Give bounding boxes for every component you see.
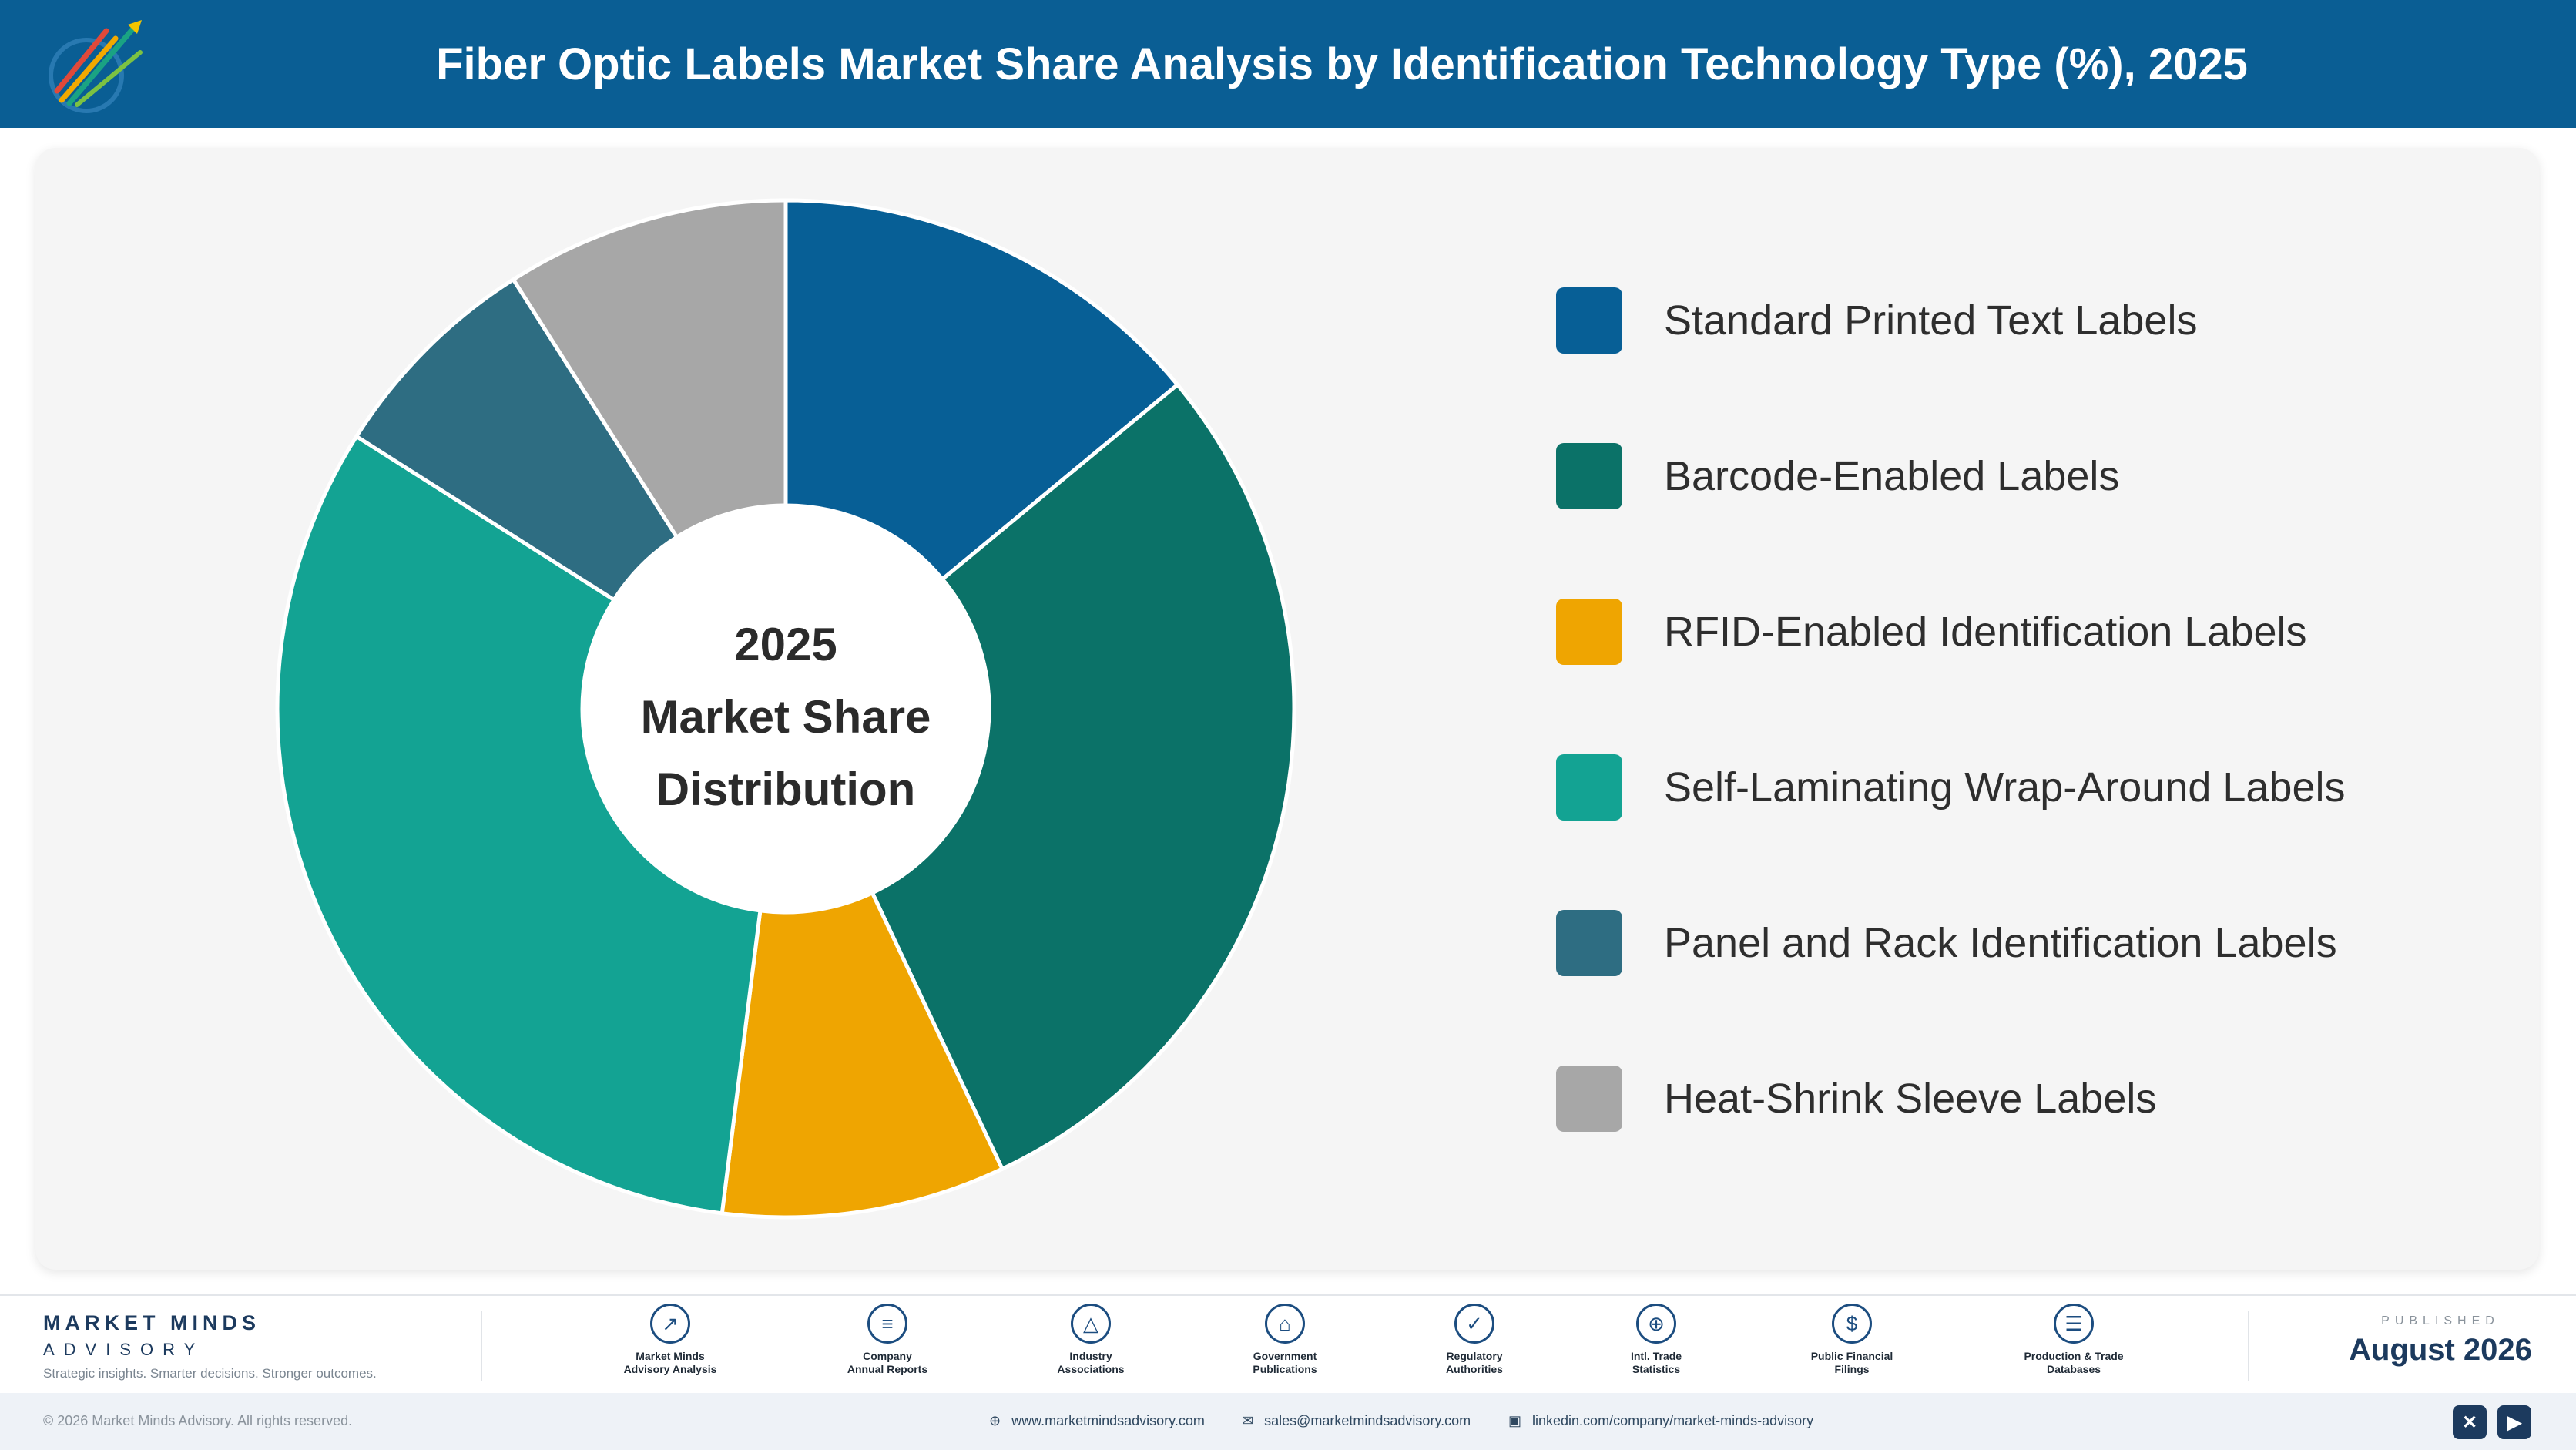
legend-swatch <box>1556 287 1622 354</box>
source-label-line2: Databases <box>2046 1363 2101 1375</box>
source-company-reports: ≡ Company Annual Reports <box>803 1304 972 1376</box>
legend-item-standard-printed: Standard Printed Text Labels <box>1556 287 2480 354</box>
center-label-line3: Distribution <box>656 764 916 815</box>
document-icon: ≡ <box>867 1304 907 1344</box>
brand-sub: ADVISORY <box>43 1340 205 1359</box>
government-building-icon: ⌂ <box>1265 1304 1305 1344</box>
source-label-line1: Regulatory <box>1446 1350 1503 1362</box>
globe-icon: ⊕ <box>989 1413 1001 1428</box>
donut-hole <box>582 505 989 912</box>
source-financial-filings: $ Public Financial Filings <box>1767 1304 1937 1376</box>
linkedin-text[interactable]: linkedin.com/company/market-minds-adviso… <box>1532 1413 1814 1428</box>
email-text[interactable]: sales@marketmindsadvisory.com <box>1264 1413 1471 1428</box>
source-label-line2: Authorities <box>1446 1363 1503 1375</box>
globe-icon: ⊕ <box>1636 1304 1676 1344</box>
copyright-text: © 2026 Market Minds Advisory. All rights… <box>43 1413 353 1428</box>
legend-item-self-laminating: Self-Laminating Wrap-Around Labels <box>1556 754 2480 821</box>
source-label-line2: Statistics <box>1632 1363 1681 1375</box>
legend-item-panel-rack: Panel and Rack Identification Labels <box>1556 909 2480 977</box>
source-label-line1: Company <box>863 1350 912 1362</box>
legend-label: Panel and Rack Identification Labels <box>1664 920 2337 966</box>
legend-swatch <box>1556 754 1622 821</box>
youtube-icon[interactable]: ▶ <box>2497 1405 2531 1439</box>
source-label-line2: Annual Reports <box>847 1363 928 1375</box>
footer-contact-bar: © 2026 Market Minds Advisory. All rights… <box>0 1393 2576 1450</box>
dollar-coin-icon: $ <box>1832 1304 1872 1344</box>
chart-title: Fiber Optic Labels Market Share Analysis… <box>436 39 2248 89</box>
center-label-year: 2025 <box>734 619 837 670</box>
database-icon: ☰ <box>2054 1304 2094 1344</box>
legend-label: RFID-Enabled Identification Labels <box>1664 609 2307 655</box>
footer-divider <box>481 1311 482 1381</box>
trend-chart-icon: ↗ <box>650 1304 690 1344</box>
footer-brand: MARKET MINDS ADVISORY Strategic insights… <box>43 1311 377 1381</box>
source-regulatory: ✓ Regulatory Authorities <box>1390 1304 1559 1376</box>
legend-label: Heat-Shrink Sleeve Labels <box>1664 1076 2157 1122</box>
published-label: PUBLISHED <box>2381 1314 2500 1327</box>
legend-item-heat-shrink: Heat-Shrink Sleeve Labels <box>1556 1065 2480 1133</box>
linkedin-link[interactable]: ▣ linkedin.com/company/market-minds-advi… <box>1508 1413 1813 1429</box>
donut-slice-heat-shrink-sleeve-labels <box>510 198 788 540</box>
company-logo <box>49 20 143 113</box>
source-label-line2: Associations <box>1057 1363 1125 1375</box>
brand-name: MARKET MINDS <box>43 1311 260 1334</box>
source-label-line1: Production & Trade <box>2024 1350 2124 1362</box>
legend-swatch <box>1556 443 1622 509</box>
legend-swatch <box>1556 599 1622 665</box>
source-industry-associations: △ Industry Associations <box>1006 1304 1176 1376</box>
source-market-minds: ↗ Market Minds Advisory Analysis <box>585 1304 755 1376</box>
network-icon: △ <box>1071 1304 1111 1344</box>
x-icon[interactable]: ✕ <box>2453 1405 2487 1439</box>
source-label-line1: Market Minds <box>636 1350 705 1362</box>
linkedin-icon: ▣ <box>1508 1413 1522 1428</box>
header-bar: Fiber Optic Labels Market Share Analysis… <box>0 0 2576 128</box>
source-label-line1: Industry <box>1069 1350 1112 1362</box>
source-label-line2: Publications <box>1253 1363 1317 1375</box>
published-block: PUBLISHED August 2026 <box>2348 1314 2533 1368</box>
source-label-line1: Public Financial <box>1810 1350 1893 1362</box>
website-link[interactable]: ⊕ www.marketmindsadvisory.com <box>989 1413 1205 1429</box>
source-label-line1: Intl. Trade <box>1630 1350 1682 1362</box>
legend-label: Barcode-Enabled Labels <box>1664 453 2120 499</box>
legend-item-rfid: RFID-Enabled Identification Labels <box>1556 598 2480 666</box>
source-government: ⌂ Government Publications <box>1200 1304 1370 1376</box>
source-label-line1: Government <box>1253 1350 1317 1362</box>
mail-icon: ✉ <box>1242 1413 1254 1428</box>
legend-swatch <box>1556 1066 1622 1132</box>
legend-label: Standard Printed Text Labels <box>1664 297 2198 344</box>
footer-divider <box>2248 1311 2249 1381</box>
donut-slice-self-laminating-wrap-around-labels <box>275 433 763 1216</box>
published-date: August 2026 <box>2349 1333 2532 1367</box>
center-label-line2: Market Share <box>640 691 931 743</box>
legend-swatch <box>1556 910 1622 976</box>
legend-item-barcode: Barcode-Enabled Labels <box>1556 442 2480 510</box>
website-text[interactable]: www.marketmindsadvisory.com <box>1011 1413 1205 1428</box>
source-trade-statistics: ⊕ Intl. Trade Statistics <box>1571 1304 1741 1376</box>
source-trade-databases: ☰ Production & Trade Databases <box>1989 1304 2158 1376</box>
donut-center-label: 2025 Market Share Distribution <box>593 609 978 826</box>
email-link[interactable]: ✉ sales@marketmindsadvisory.com <box>1242 1413 1471 1429</box>
footer-sources-bar: MARKET MINDS ADVISORY Strategic insights… <box>0 1294 2576 1393</box>
source-label-line2: Filings <box>1834 1363 1870 1375</box>
source-label-line2: Advisory Analysis <box>623 1363 717 1375</box>
legend-label: Self-Laminating Wrap-Around Labels <box>1664 764 2346 811</box>
shield-check-icon: ✓ <box>1454 1304 1494 1344</box>
brand-tagline: Strategic insights. Smarter decisions. S… <box>43 1366 377 1381</box>
